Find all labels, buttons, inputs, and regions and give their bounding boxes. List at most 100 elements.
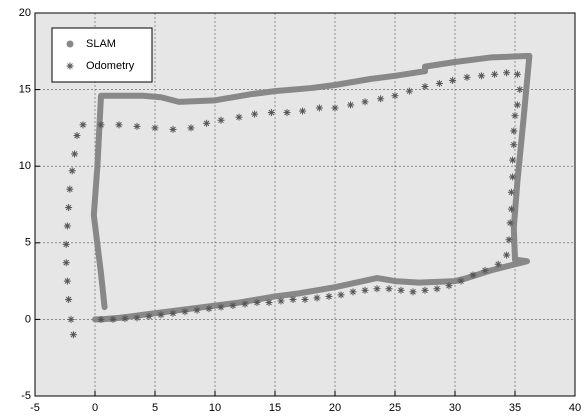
marker (187, 124, 195, 132)
x-tick-label: 25 (389, 402, 401, 414)
marker (315, 104, 323, 112)
marker (97, 315, 105, 323)
asterisk-stroke (182, 308, 188, 315)
asterisk-stroke (514, 102, 521, 108)
marker (505, 236, 513, 244)
marker (349, 288, 357, 296)
marker (217, 303, 225, 311)
legend-label: SLAM (86, 38, 116, 50)
asterisk-stroke (158, 312, 164, 318)
asterisk-stroke (65, 204, 72, 211)
marker (385, 285, 393, 293)
plot-frame (34, 12, 576, 397)
asterisk-stroke (170, 310, 176, 317)
asterisk-stroke (122, 315, 128, 322)
asterisk-stroke (509, 174, 516, 180)
asterisk-stroke (350, 289, 356, 295)
asterisk-stroke (332, 105, 338, 111)
x-tick-label: 20 (329, 402, 341, 414)
legend-box (51, 27, 153, 83)
asterisk-stroke (514, 71, 521, 78)
asterisk-stroke (516, 86, 523, 93)
marker (73, 132, 81, 140)
marker (277, 297, 285, 305)
marker (121, 315, 129, 323)
asterisk-stroke (512, 112, 518, 119)
asterisk-stroke (65, 296, 72, 303)
marker (65, 204, 73, 212)
asterisk-stroke (436, 80, 443, 87)
y-tick-label: 15 (19, 84, 31, 96)
series-line (90, 52, 533, 323)
asterisk-stroke (508, 189, 515, 196)
marker (506, 219, 514, 227)
asterisk-stroke (64, 223, 71, 229)
asterisk-stroke (316, 105, 323, 111)
marker (516, 86, 524, 94)
asterisk-stroke (188, 125, 194, 131)
marker (145, 312, 153, 320)
asterisk-stroke (510, 141, 517, 148)
marker (435, 79, 443, 87)
marker (409, 288, 417, 296)
marker (157, 311, 165, 319)
marker (477, 72, 485, 80)
marker (445, 282, 453, 290)
x-tick-label: 40 (569, 402, 581, 414)
asterisk-stroke (314, 295, 320, 301)
marker (71, 150, 79, 158)
x-tick-label: 15 (269, 402, 281, 414)
marker (463, 73, 471, 81)
marker (65, 295, 73, 303)
x-tick-label: 35 (509, 402, 521, 414)
asterisk-stroke (392, 92, 398, 99)
asterisk-stroke (377, 95, 384, 102)
marker (68, 167, 76, 175)
marker (510, 141, 518, 149)
marker (66, 185, 74, 193)
marker (391, 92, 399, 100)
marker (217, 116, 225, 124)
marker (169, 125, 177, 133)
marker (205, 305, 213, 313)
asterisk-stroke (338, 292, 344, 298)
marker (63, 222, 71, 230)
asterisk-stroke (410, 289, 416, 295)
marker (301, 295, 309, 303)
asterisk-stroke (302, 296, 308, 303)
asterisk-stroke (251, 111, 258, 117)
asterisk-stroke (242, 301, 248, 307)
x-tick-label: 0 (92, 402, 98, 414)
asterisk-stroke (508, 206, 515, 212)
asterisk-stroke (422, 287, 428, 294)
asterisk-stroke (503, 252, 510, 258)
marker (203, 119, 211, 127)
asterisk-stroke (446, 282, 452, 289)
y-tick-label: 5 (25, 237, 31, 249)
legend-symbol (66, 40, 74, 48)
marker (337, 291, 345, 299)
asterisk-stroke (509, 157, 516, 163)
asterisk-stroke (236, 114, 242, 120)
asterisk-stroke (406, 88, 413, 94)
marker (265, 299, 273, 307)
marker (361, 286, 369, 294)
marker (151, 124, 159, 132)
marker (421, 286, 429, 294)
marker (513, 101, 521, 109)
y-tick-label: 0 (25, 313, 31, 325)
asterisk-stroke (69, 167, 76, 174)
asterisk-stroke (362, 99, 368, 105)
asterisk-stroke (482, 267, 488, 274)
marker (421, 83, 429, 91)
marker (397, 286, 405, 294)
marker (325, 292, 333, 300)
legend-symbol (66, 62, 74, 70)
y-tick-label: 10 (19, 160, 31, 172)
asterisk-stroke (134, 123, 140, 130)
marker (181, 308, 189, 316)
marker (457, 277, 465, 285)
marker (235, 113, 243, 121)
